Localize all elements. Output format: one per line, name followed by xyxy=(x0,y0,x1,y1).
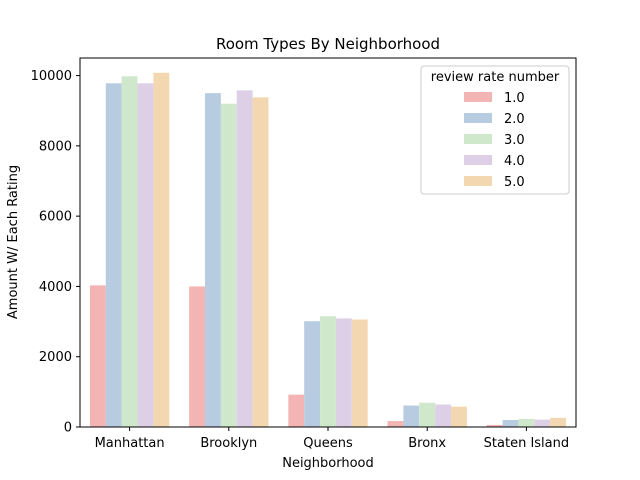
bar xyxy=(105,83,122,428)
x-tick-label: Staten Island xyxy=(484,436,569,451)
x-tick-label: Brooklyn xyxy=(200,436,257,451)
bar xyxy=(89,285,106,427)
bar xyxy=(335,318,352,427)
bar xyxy=(252,97,269,428)
legend-title: review rate number xyxy=(431,70,560,85)
x-tick-label: Queens xyxy=(303,436,353,451)
bar xyxy=(435,404,452,427)
chart-title: Room Types By Neighborhood xyxy=(216,35,440,53)
bar xyxy=(387,421,404,427)
bar xyxy=(236,90,253,427)
legend: review rate number 1.0 2.0 3.0 4.0 5.0 xyxy=(420,65,570,195)
bar xyxy=(451,406,467,427)
bar xyxy=(320,316,336,427)
y-tick-label: 8000 xyxy=(39,139,72,154)
bar xyxy=(121,76,138,428)
bar xyxy=(351,319,368,427)
legend-label: 4.0 xyxy=(504,154,525,169)
legend-swatch xyxy=(464,155,492,165)
y-tick-label: 6000 xyxy=(39,210,72,225)
legend-swatch xyxy=(464,92,492,102)
bar xyxy=(153,72,170,427)
x-axis-label: Neighborhood xyxy=(282,456,374,471)
y-tick-label: 10000 xyxy=(31,69,72,84)
x-tick-label: Bronx xyxy=(408,436,446,451)
legend-swatch xyxy=(464,113,492,123)
legend-label: 1.0 xyxy=(504,91,525,106)
bar xyxy=(419,402,436,427)
y-tick-label: 4000 xyxy=(39,280,72,295)
legend-swatch xyxy=(464,176,492,186)
bar xyxy=(518,418,535,427)
bar xyxy=(550,417,567,427)
bar xyxy=(204,93,221,427)
legend-label: 2.0 xyxy=(504,112,525,127)
y-tick-label: 2000 xyxy=(39,350,72,365)
bar xyxy=(137,83,154,428)
bar xyxy=(486,424,503,427)
y-axis: 0 2000 4000 6000 8000 10000 xyxy=(31,69,80,436)
legend-swatch xyxy=(464,134,492,144)
bar xyxy=(189,286,205,427)
y-axis-label: Amount W/ Each Rating xyxy=(6,165,21,319)
x-axis: Manhattan Brooklyn Queens Bronx Staten Islan… xyxy=(95,427,569,451)
bar xyxy=(288,394,305,427)
y-tick-label: 0 xyxy=(64,421,72,436)
bar xyxy=(534,419,551,427)
bar xyxy=(304,321,321,427)
bar xyxy=(403,405,420,427)
legend-label: 5.0 xyxy=(504,175,525,190)
bar xyxy=(220,103,237,427)
x-tick-label: Manhattan xyxy=(95,436,165,451)
legend-box xyxy=(420,65,570,195)
bars-group xyxy=(89,72,567,428)
bar xyxy=(502,419,519,427)
legend-label: 3.0 xyxy=(504,133,525,148)
